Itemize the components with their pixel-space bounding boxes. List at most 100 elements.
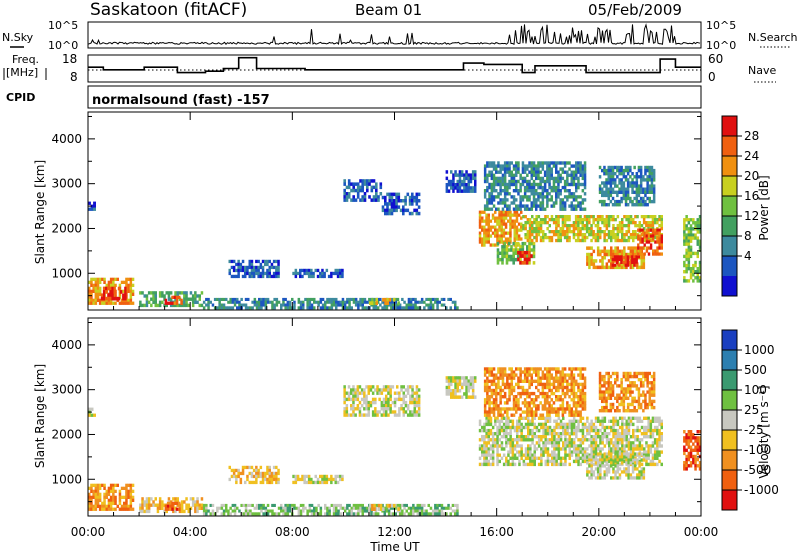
data-cell	[654, 252, 657, 256]
data-cell	[483, 447, 486, 451]
data-cell	[293, 503, 296, 507]
data-cell	[369, 400, 373, 405]
data-cell	[372, 185, 376, 190]
data-cell	[495, 179, 498, 184]
data-cell	[650, 178, 654, 182]
data-cell	[409, 397, 412, 402]
data-cell	[185, 503, 188, 507]
data-cell	[237, 471, 240, 476]
data-cell	[513, 228, 516, 232]
data-cell	[107, 504, 111, 508]
data-cell	[120, 301, 124, 305]
data-cell	[447, 189, 451, 193]
data-cell	[107, 293, 110, 298]
data-cell	[698, 279, 702, 283]
data-cell	[107, 286, 110, 291]
data-cell	[352, 512, 356, 516]
data-cell	[198, 503, 201, 507]
data-cell	[588, 458, 591, 462]
data-cell	[394, 297, 397, 301]
data-cell	[303, 477, 306, 482]
data-cell	[647, 240, 651, 244]
data-cell	[566, 438, 569, 442]
data-cell	[643, 234, 646, 238]
data-cell	[387, 404, 390, 408]
data-cell	[244, 506, 248, 510]
data-cell	[498, 438, 501, 442]
data-cell	[621, 435, 624, 439]
data-cell	[337, 509, 340, 513]
data-cell	[546, 453, 550, 457]
data-cell	[530, 185, 533, 190]
data-cell	[258, 300, 261, 304]
data-cell	[247, 512, 250, 516]
data-cell	[643, 243, 646, 247]
data-cell	[614, 218, 617, 222]
data-cell	[324, 506, 327, 510]
data-cell	[636, 416, 639, 420]
data-cell	[610, 455, 613, 459]
data-cell	[105, 283, 108, 287]
data-cell	[488, 185, 491, 190]
data-cell	[345, 185, 349, 190]
data-cell	[618, 438, 622, 442]
data-cell	[634, 435, 637, 439]
data-cell	[601, 168, 604, 173]
data-cell	[612, 249, 615, 254]
data-cell	[588, 227, 591, 231]
data-cell	[481, 228, 484, 232]
data-cell	[347, 394, 351, 398]
data-cell	[642, 190, 645, 194]
data-cell	[494, 219, 497, 223]
data-cell	[603, 190, 606, 194]
data-cell	[568, 425, 571, 430]
data-cell	[372, 303, 375, 307]
data-cell	[178, 303, 182, 308]
data-cell	[568, 224, 571, 228]
data-cell	[641, 237, 644, 241]
data-cell	[596, 221, 600, 225]
data-cell	[490, 189, 494, 193]
data-cell	[542, 435, 545, 439]
data-cell	[645, 456, 648, 460]
data-cell	[365, 306, 369, 310]
data-cell	[557, 456, 561, 460]
data-cell	[542, 416, 545, 420]
data-cell	[307, 271, 311, 276]
data-cell	[400, 388, 403, 392]
data-cell	[634, 444, 637, 448]
data-cell	[546, 195, 549, 199]
data-cell	[626, 258, 630, 262]
data-cell	[488, 379, 491, 383]
data-cell	[624, 178, 628, 182]
data-cell	[368, 182, 371, 186]
data-cell	[125, 301, 128, 305]
data-cell	[594, 419, 598, 423]
data-cell	[575, 173, 578, 177]
data-cell	[359, 503, 362, 507]
data-cell	[431, 303, 435, 307]
data-cell	[555, 459, 558, 464]
data-cell	[546, 201, 549, 205]
data-cell	[297, 509, 301, 513]
data-cell	[376, 306, 380, 310]
data-cell	[488, 370, 491, 374]
data-cell	[496, 456, 499, 460]
data-cell	[509, 237, 512, 241]
data-cell	[494, 441, 497, 445]
data-cell	[594, 452, 598, 456]
data-cell	[638, 265, 641, 270]
data-cell	[510, 173, 513, 177]
data-cell	[561, 224, 565, 228]
data-cell	[282, 300, 285, 304]
data-cell	[513, 425, 517, 430]
data-cell	[164, 504, 168, 508]
data-cell	[658, 459, 661, 464]
data-cell	[544, 221, 547, 225]
data-cell	[495, 170, 498, 174]
data-cell	[434, 506, 437, 510]
data-cell	[653, 438, 657, 442]
data-cell	[447, 382, 451, 387]
data-cell	[610, 461, 613, 465]
data-cell	[612, 441, 615, 445]
